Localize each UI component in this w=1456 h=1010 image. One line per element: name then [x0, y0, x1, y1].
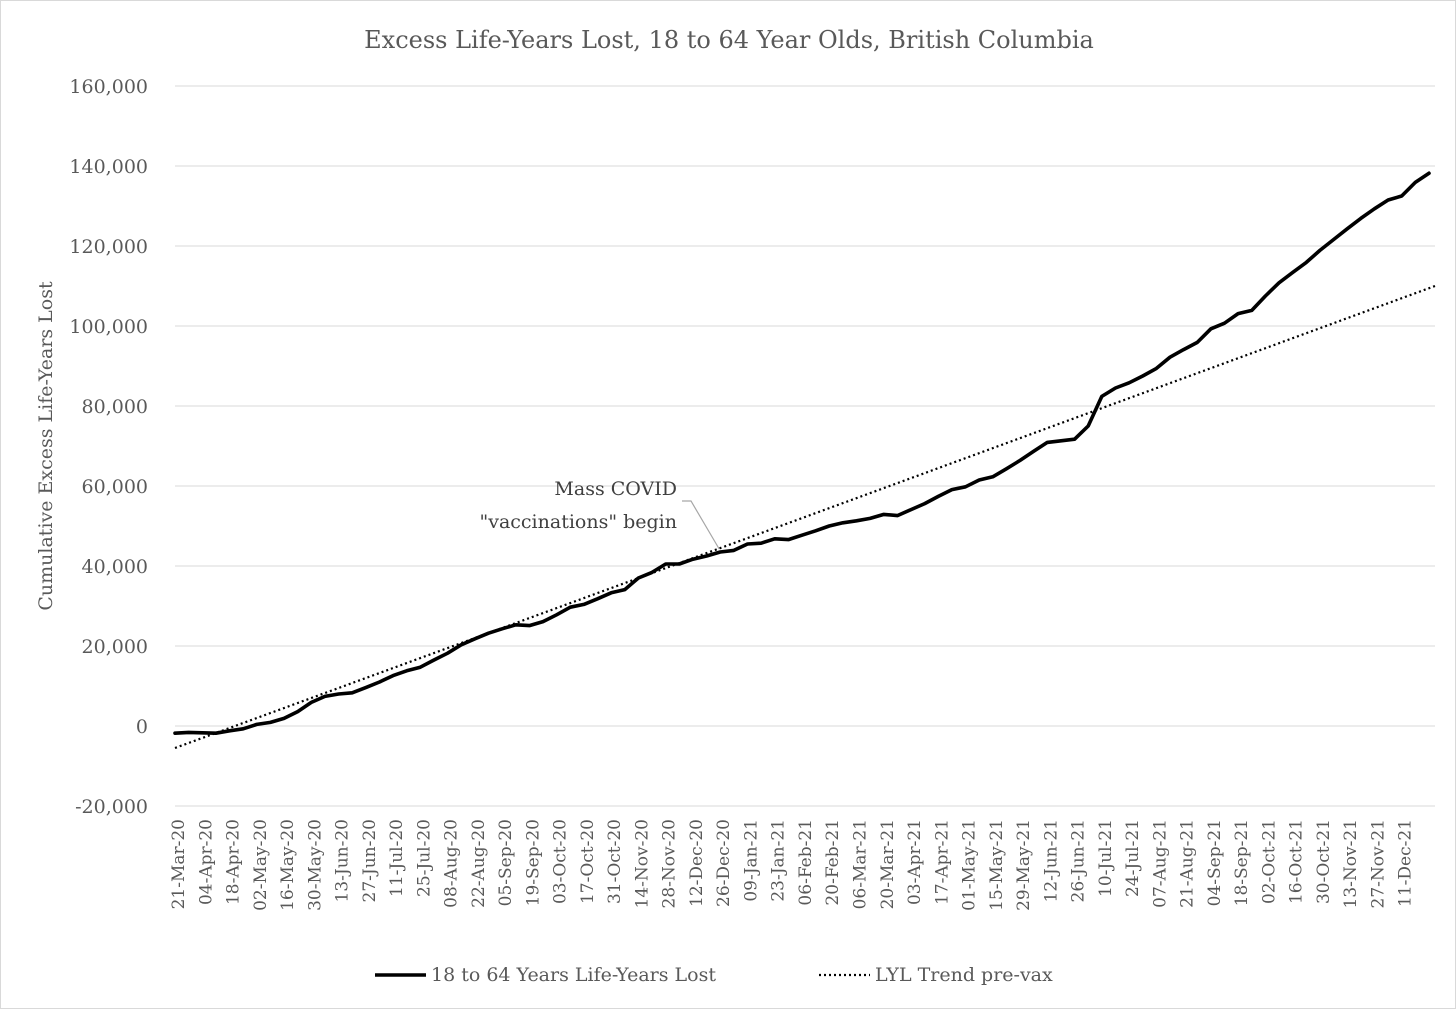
x-tick-label: 16-May-20: [278, 819, 298, 911]
x-tick-label: 28-Nov-20: [660, 819, 680, 908]
y-tick-label: 100,000: [69, 316, 148, 338]
x-tick-label: 19-Sep-20: [523, 819, 543, 906]
y-axis-title: Cumulative Excess Life-Years Lost: [35, 281, 57, 611]
series-layer: [173, 171, 1436, 750]
x-tick-label: 01-May-21: [960, 819, 980, 911]
x-tick-label: 17-Apr-21: [932, 819, 952, 905]
life-years-lost-line: [173, 171, 1431, 736]
x-tick-label: 05-Sep-20: [496, 819, 516, 906]
legend-label-life-years-lost: 18 to 64 Years Life-Years Lost: [431, 964, 716, 986]
x-tick-label: 27-Jun-20: [360, 819, 380, 902]
y-tick-label: -20,000: [75, 796, 148, 818]
y-tick-label: 40,000: [82, 556, 148, 578]
x-tick-label: 25-Jul-20: [414, 819, 434, 897]
x-tick-label: 24-Jul-21: [1123, 819, 1143, 897]
y-tick-label: 160,000: [69, 76, 148, 98]
x-tick-label: 11-Dec-21: [1396, 819, 1416, 907]
y-tick-label: 20,000: [82, 636, 148, 658]
trend-line: [174, 284, 1436, 750]
x-tick-label: 17-Oct-20: [578, 819, 598, 904]
x-tick-label: 15-May-21: [987, 819, 1007, 911]
x-tick-label: 26-Jun-21: [1069, 819, 1089, 902]
y-tick-label: 0: [136, 716, 148, 738]
y-tick-label: 140,000: [69, 156, 148, 178]
x-tick-label: 30-Oct-21: [1314, 819, 1334, 904]
chart-title: Excess Life-Years Lost, 18 to 64 Year Ol…: [364, 26, 1094, 54]
x-tick-label: 12-Jun-21: [1041, 819, 1061, 902]
x-tick-label: 11-Jul-20: [387, 819, 407, 897]
x-tick-label: 18-Apr-20: [224, 819, 244, 905]
x-tick-label: 13-Nov-21: [1341, 819, 1361, 908]
x-tick-label: 20-Mar-21: [878, 819, 898, 909]
x-tick-label: 02-May-20: [251, 819, 271, 911]
x-tick-label: 16-Oct-21: [1287, 819, 1307, 904]
y-axis-ticks: -20,000 0 20,000 40,000 60,000 80,000 100,000 1…: [69, 76, 148, 818]
x-tick-label: 03-Oct-20: [551, 819, 571, 904]
x-tick-label: 23-Jan-21: [769, 819, 789, 902]
annotation: Mass COVID "vaccinations" begin: [479, 478, 720, 550]
x-tick-label: 04-Sep-21: [1205, 819, 1225, 906]
x-tick-label: 22-Aug-20: [469, 819, 489, 908]
x-tick-label: 31-Oct-20: [605, 819, 625, 904]
x-tick-label: 08-Aug-20: [442, 819, 462, 908]
x-tick-label: 26-Dec-20: [714, 819, 734, 907]
x-tick-label: 03-Apr-21: [905, 819, 925, 905]
annotation-leader: [682, 500, 720, 550]
x-tick-label: 07-Aug-21: [1150, 819, 1170, 908]
legend-label-trend: LYL Trend pre-vax: [875, 964, 1053, 986]
x-tick-label: 18-Sep-21: [1232, 819, 1252, 906]
annotation-text-line: Mass COVID: [554, 478, 677, 500]
x-tick-label: 02-Oct-21: [1259, 819, 1279, 904]
x-tick-label: 13-Jun-20: [333, 819, 353, 902]
x-tick-label: 06-Mar-21: [851, 819, 871, 909]
x-tick-label: 14-Nov-20: [632, 819, 652, 908]
x-tick-label: 10-Jul-21: [1096, 819, 1116, 897]
gridlines: [175, 85, 1435, 807]
x-tick-label: 27-Nov-21: [1368, 819, 1388, 908]
y-tick-label: 80,000: [82, 396, 148, 418]
y-tick-label: 60,000: [82, 476, 148, 498]
y-tick-label: 120,000: [69, 236, 148, 258]
x-tick-label: 30-May-20: [305, 819, 325, 911]
x-tick-label: 09-Jan-21: [742, 819, 762, 902]
x-axis-ticks: 21-Mar-20 04-Apr-20 18-Apr-20 02-May-20 16-M…: [169, 819, 1416, 911]
legend: 18 to 64 Years Life-Years Lost LYL Trend …: [375, 964, 1053, 986]
x-tick-label: 12-Dec-20: [687, 819, 707, 907]
x-tick-label: 21-Aug-21: [1178, 819, 1198, 908]
annotation-text-line: "vaccinations" begin: [479, 511, 677, 533]
x-tick-label: 06-Feb-21: [796, 819, 816, 906]
x-tick-label: 21-Mar-20: [169, 819, 189, 909]
x-tick-label: 20-Feb-21: [823, 819, 843, 906]
x-tick-label: 29-May-21: [1014, 819, 1034, 911]
x-tick-label: 04-Apr-20: [196, 819, 216, 905]
